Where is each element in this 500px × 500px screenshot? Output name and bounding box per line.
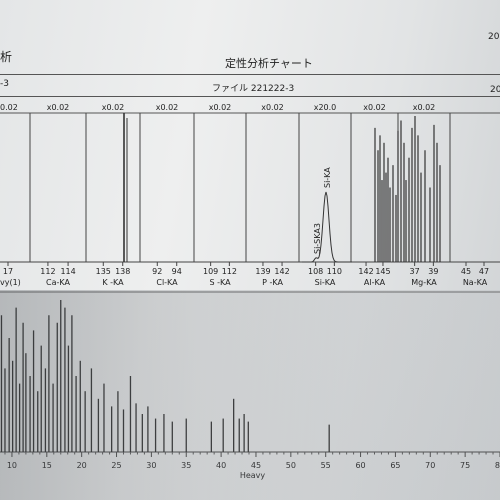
peak-annotation: Si-SKA3: [313, 223, 322, 254]
heavy-tick-label: 65: [390, 461, 400, 470]
segment-element-label: Na-KA: [463, 278, 488, 287]
heavy-tick-label: 50: [286, 461, 296, 470]
header-rule-top: [0, 74, 500, 75]
segment-multiplier: x0.02: [209, 103, 232, 112]
segment-multiplier: 0.02: [0, 103, 18, 112]
heavy-axis-label: Heavy: [240, 471, 266, 480]
segment-tick-label: 47: [479, 267, 489, 276]
segment-tick-label: 112: [222, 267, 237, 276]
segment-tick-label: 142: [358, 267, 373, 276]
segment-tick-label: 45: [461, 267, 471, 276]
segment-tick-label: 39: [428, 267, 438, 276]
segment-tick-label: 94: [172, 267, 182, 276]
file-label: ファイル 221222-3: [212, 84, 295, 94]
segment-element-label: K -KA: [102, 278, 124, 287]
segment-tick-label: 138: [115, 267, 130, 276]
segment-element-label: Al-KA: [364, 278, 386, 287]
segment-multiplier: x0.02: [261, 103, 284, 112]
segment-multiplier: x0.02: [102, 103, 125, 112]
heavy-tick-label: 55: [321, 461, 331, 470]
heavy-tick-label: 75: [460, 461, 470, 470]
heavy-tick-label: 35: [181, 461, 191, 470]
peak-annotation: Si-KA: [323, 167, 332, 188]
heavy-tick-label: 30: [146, 461, 156, 470]
segment-element-label: Ca-KA: [46, 278, 70, 287]
segment-element-label: Cl-KA: [156, 278, 178, 287]
segment-element-label: S -KA: [209, 278, 231, 287]
heavy-tick-label: 15: [42, 461, 52, 470]
segment-multiplier: x0.02: [156, 103, 179, 112]
segment-multiplier: x0.02: [413, 103, 436, 112]
segment-element-label: Si-KA: [315, 278, 336, 287]
header-corner-left: 析: [0, 50, 13, 64]
segment-tick-label: 112: [40, 267, 55, 276]
heavy-tick-label: 60: [355, 461, 365, 470]
heavy-tick-label: 10: [7, 461, 17, 470]
si-ka-peak: [302, 191, 352, 263]
heavy-tick-label: 45: [251, 461, 261, 470]
segment-multiplier: x0.02: [363, 103, 386, 112]
heavy-tick-label: 70: [425, 461, 435, 470]
segment-multiplier: x20.0: [314, 103, 337, 112]
segment-element-label: vy(1): [0, 278, 21, 287]
heavy-tick-label: 40: [216, 461, 226, 470]
heavy-tick-label: 25: [111, 461, 121, 470]
heavy-tick-label: 20: [77, 461, 87, 470]
header-corner-right: 202: [488, 32, 500, 42]
segment-element-label: P -KA: [262, 278, 283, 287]
segment-tick-label: 110: [327, 267, 342, 276]
segment-tick-label: 135: [96, 267, 111, 276]
segment-tick-label: 37: [410, 267, 420, 276]
segment-tick-label: 17: [3, 267, 13, 276]
header-row2-right: 20: [490, 85, 500, 95]
heavy-tick-label: 80: [495, 461, 500, 470]
header-rule-bottom: [0, 96, 500, 97]
header-row2-left: -3: [0, 79, 9, 89]
segment-multiplier: x0.02: [47, 103, 70, 112]
segment-tick-label: 108: [308, 267, 323, 276]
page-title: 定性分析チャート: [225, 57, 313, 70]
segment-tick-label: 109: [203, 267, 218, 276]
segment-element-label: Mg-KA: [411, 278, 437, 287]
segment-tick-label: 139: [255, 267, 270, 276]
segment-tick-label: 114: [60, 267, 75, 276]
segment-tick-label: 145: [375, 267, 390, 276]
segment-tick-label: 142: [274, 267, 289, 276]
segment-tick-label: 92: [152, 267, 162, 276]
